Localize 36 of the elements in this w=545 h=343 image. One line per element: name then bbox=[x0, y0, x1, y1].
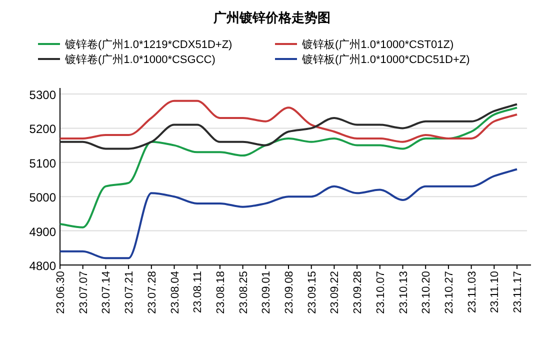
x-tick-label: 23.09.15 bbox=[306, 271, 318, 314]
y-tick-label: 4900 bbox=[29, 224, 56, 239]
legend-label: 镀锌板(广州1.0*1000*CDC51D+Z) bbox=[301, 53, 470, 66]
line-series bbox=[59, 100, 518, 143]
x-tick-label: 23.10.07 bbox=[374, 271, 387, 314]
x-tick-label: 23.07.21 bbox=[124, 271, 136, 314]
x-tick-label: 23.07.28 bbox=[146, 271, 158, 314]
x-tick-label: 23.09.22 bbox=[329, 271, 342, 314]
y-tick-label: 5300 bbox=[29, 88, 56, 102]
x-tick-label: 23.11.17 bbox=[512, 271, 524, 314]
x-tick-label: 23.10.27 bbox=[443, 271, 456, 314]
line-series bbox=[59, 168, 518, 260]
y-tick-label: 5000 bbox=[29, 190, 56, 205]
x-tick-label: 23.09.28 bbox=[352, 271, 364, 314]
x-tick-label: 23.11.03 bbox=[466, 271, 478, 314]
legend-label: 镀锌板(广州1.0*1000*CST01Z) bbox=[301, 38, 454, 51]
y-tick-label: 5100 bbox=[29, 156, 56, 170]
line-series bbox=[59, 106, 518, 228]
legend-label: 镀锌卷(广州1.0*1219*CDX51D+Z) bbox=[64, 38, 232, 51]
x-tick-label: 23.10.13 bbox=[398, 271, 410, 314]
x-tick-label: 23.07.14 bbox=[100, 271, 113, 314]
x-tick-label: 23.06.30 bbox=[55, 271, 67, 314]
x-tick-label: 23.09.08 bbox=[284, 271, 296, 314]
x-tick-label: 23.08.25 bbox=[238, 271, 250, 314]
x-tick-label: 23.08.18 bbox=[214, 271, 227, 314]
x-tick-label: 23.11.10 bbox=[489, 271, 502, 314]
x-tick-label: 23.10.20 bbox=[420, 271, 433, 314]
y-tick-label: 4800 bbox=[29, 259, 56, 273]
x-tick-label: 23.08.04 bbox=[169, 271, 182, 314]
x-tick-label: 23.07.07 bbox=[78, 271, 90, 314]
line-series bbox=[59, 103, 518, 150]
x-tick-label: 23.09.01 bbox=[260, 271, 273, 314]
x-tick-label: 23.08.11 bbox=[192, 271, 204, 314]
y-tick-label: 5200 bbox=[29, 122, 56, 136]
legend-label: 镀锌卷(广州1.0*1000*CSGCC) bbox=[64, 53, 216, 66]
chart-title: 广州镀锌价格走势图 bbox=[212, 10, 330, 25]
